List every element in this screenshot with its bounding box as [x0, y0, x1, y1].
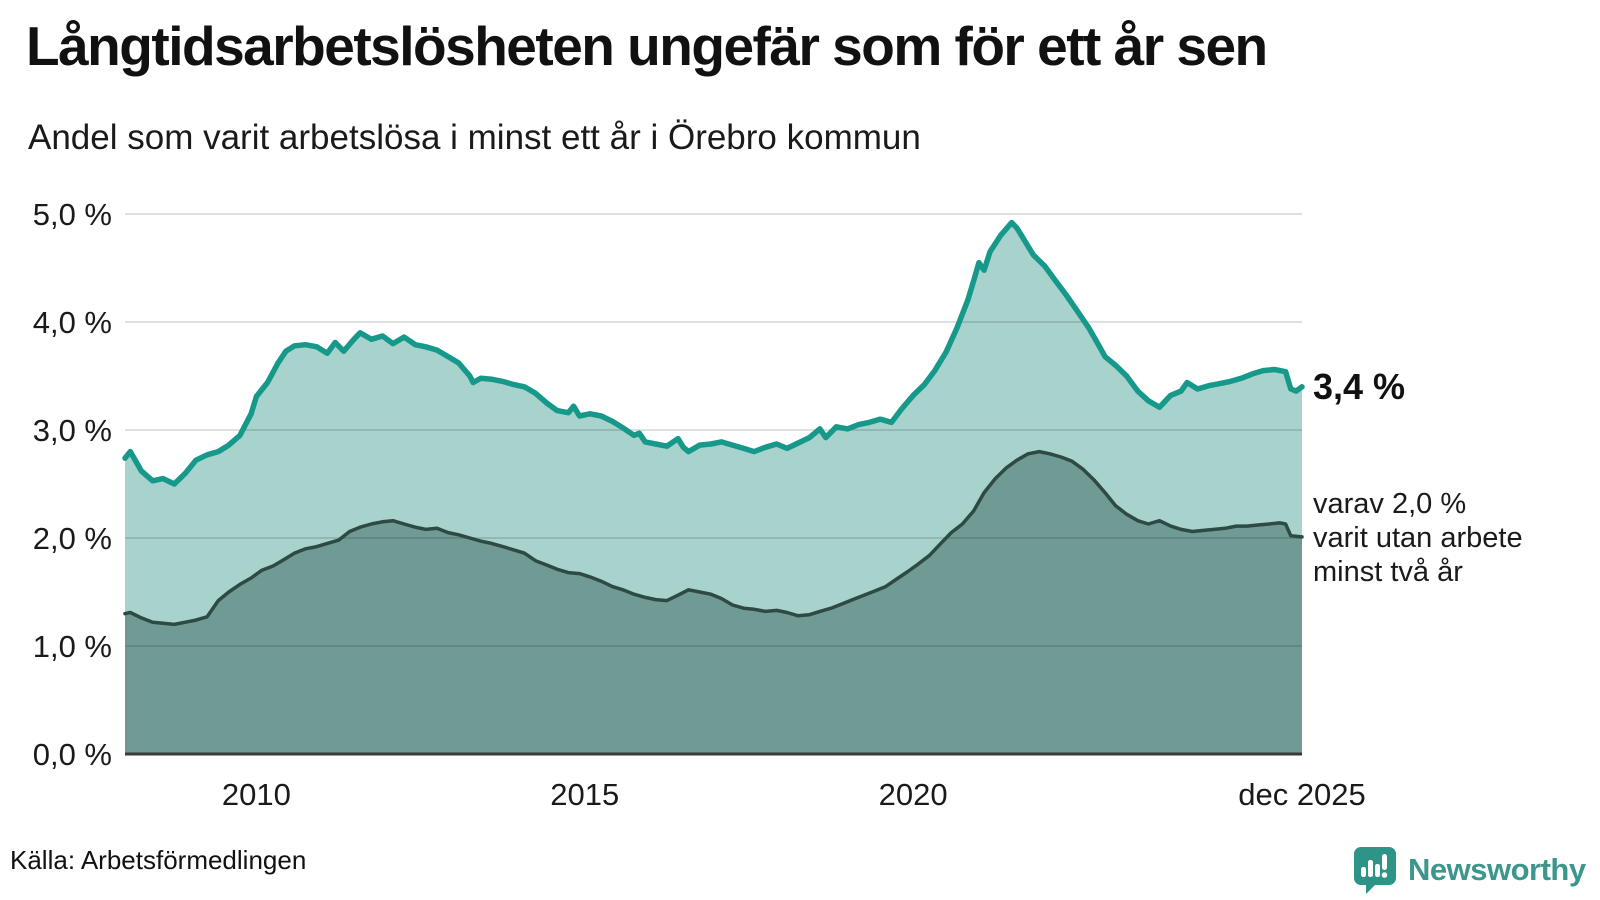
- y-tick-label: 4,0 %: [33, 305, 112, 340]
- y-tick-label: 1,0 %: [33, 629, 112, 664]
- secondary-series-annotation: varav 2,0 % varit utan arbete minst två …: [1313, 487, 1523, 589]
- newsworthy-logo: Newsworthy: [1352, 845, 1586, 895]
- x-tick-label: dec 2025: [1238, 777, 1366, 812]
- x-tick-label: 2015: [550, 777, 619, 812]
- source-note: Källa: Arbetsförmedlingen: [10, 845, 307, 875]
- series-line-0: [122, 219, 1305, 487]
- x-tick-label: 2010: [222, 777, 291, 812]
- y-tick-label: 5,0 %: [33, 197, 112, 232]
- series-area-1: [125, 451, 1302, 754]
- secondary-annotation-line3: minst två år: [1313, 556, 1463, 588]
- speech-bubble-bar-chart-icon: [1354, 847, 1396, 894]
- x-tick-label: 2020: [879, 777, 948, 812]
- secondary-annotation-line1: varav 2,0 %: [1313, 488, 1467, 520]
- end-value-label: 3,4 %: [1313, 366, 1406, 407]
- brand-wordmark: Newsworthy: [1408, 852, 1586, 887]
- page-title: Långtidsarbetslösheten ungefär som för e…: [26, 15, 1268, 77]
- y-tick-label: 3,0 %: [33, 413, 112, 448]
- secondary-annotation-line2: varit utan arbete: [1313, 522, 1523, 554]
- page-subtitle: Andel som varit arbetslösa i minst ett å…: [28, 118, 921, 157]
- series-line-1: [123, 449, 1304, 627]
- y-tick-label: 0,0 %: [33, 737, 112, 772]
- y-tick-label: 2,0 %: [33, 521, 112, 556]
